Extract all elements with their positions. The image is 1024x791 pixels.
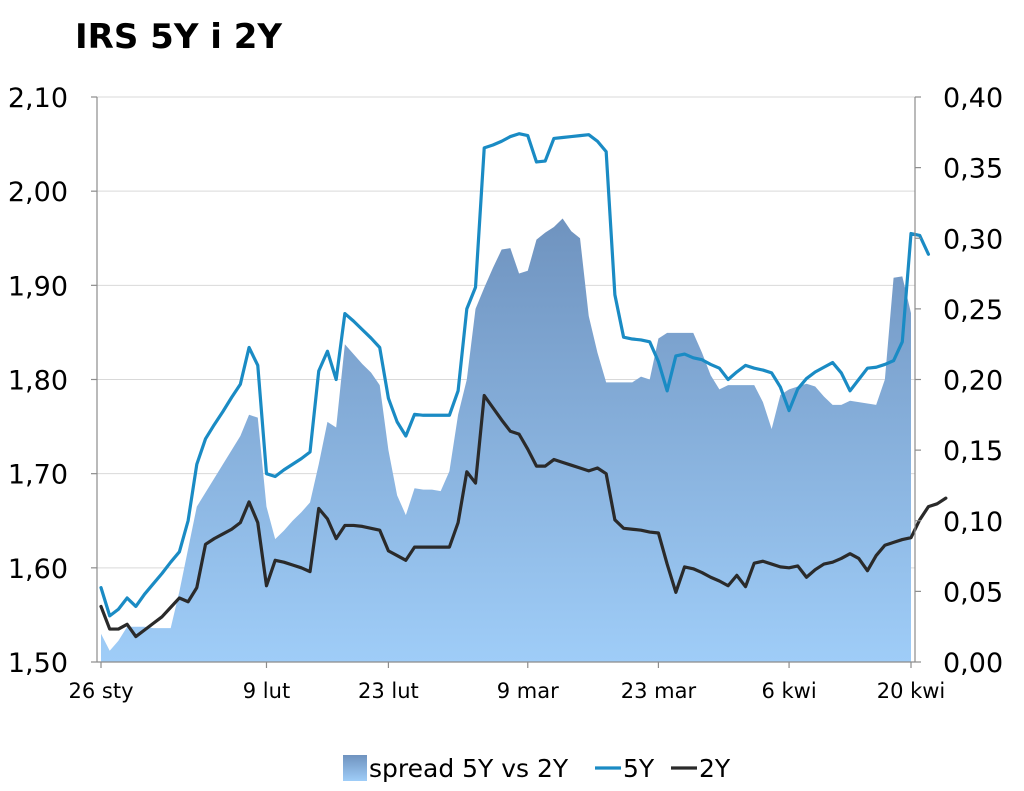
right-tick-label: 0,10 — [943, 507, 1003, 538]
x-tick-label: 23 mar — [621, 679, 697, 703]
x-tick-label: 23 lut — [358, 679, 419, 703]
series-5y-line — [99, 132, 931, 618]
chart-title: IRS 5Y i 2Y — [75, 17, 282, 57]
right-tick-label: 0,40 — [943, 83, 1003, 114]
series-lines-layer — [99, 132, 948, 639]
spread-area-layer — [101, 218, 911, 663]
right-axis-ticks: 0,00 0,05 0,10 0,15 0,20 0,25 0,30 0,35 0,40 — [943, 83, 1003, 679]
left-tick-label: 2,10 — [8, 83, 68, 114]
left-axis-ticks: 1,50 1,60 1,70 1,80 1,90 2,00 2,10 — [8, 83, 68, 679]
right-tick-label: 0,30 — [943, 224, 1003, 255]
right-tick-label: 0,05 — [943, 577, 1003, 608]
x-tick-label: 20 kwi — [877, 679, 946, 703]
axes — [91, 96, 921, 668]
right-tick-label: 0,15 — [943, 436, 1003, 467]
legend: spread 5Y vs 2Y 5Y 2Y — [343, 754, 731, 783]
left-tick-label: 2,00 — [8, 177, 68, 208]
right-tick-label: 0,20 — [943, 366, 1003, 397]
series-2y-line — [99, 393, 948, 639]
left-tick-label: 1,90 — [8, 271, 68, 302]
series-spread-5y-vs-2y — [101, 218, 911, 663]
left-tick-label: 1,50 — [8, 648, 68, 679]
right-tick-label: 0,00 — [943, 648, 1003, 679]
legend-swatch-spread — [343, 755, 367, 781]
left-tick-label: 1,80 — [8, 366, 68, 397]
x-tick-label: 6 kwi — [761, 679, 816, 703]
legend-label-2y: 2Y — [699, 754, 731, 783]
right-tick-label: 0,35 — [943, 154, 1003, 185]
x-tick-label: 26 sty — [69, 679, 134, 703]
legend-label-5y: 5Y — [623, 754, 655, 783]
x-tick-label: 9 mar — [497, 679, 559, 703]
x-axis-ticks: 26 sty 9 lut 23 lut 9 mar 23 mar 6 kwi 20 kwi — [69, 679, 946, 703]
right-tick-label: 0,25 — [943, 295, 1003, 326]
legend-label-spread: spread 5Y vs 2Y — [369, 754, 569, 783]
x-tick-label: 9 lut — [243, 679, 290, 703]
left-tick-label: 1,60 — [8, 554, 68, 585]
left-tick-label: 1,70 — [8, 460, 68, 491]
